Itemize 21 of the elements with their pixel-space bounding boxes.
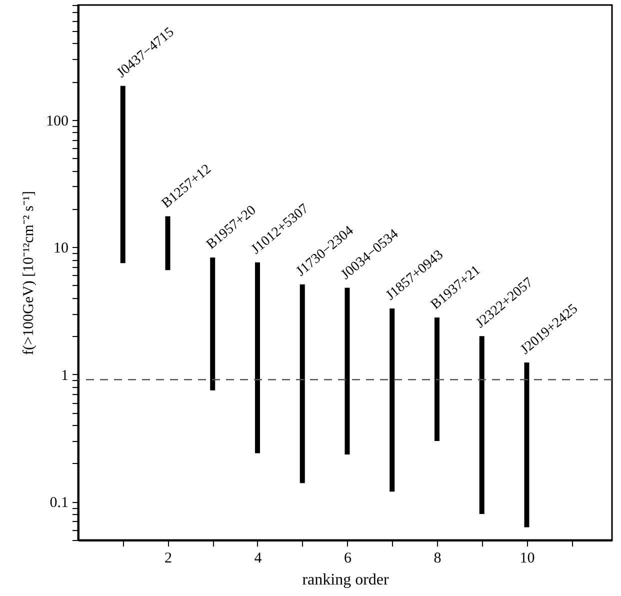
bar: [120, 86, 126, 264]
bar: [390, 308, 395, 492]
bar: [210, 257, 216, 390]
bar: [524, 362, 530, 528]
y-axis-title: f(>100GeV) [10⁻¹²cm⁻² s⁻¹]: [21, 191, 37, 355]
x-tick-label: 8: [434, 550, 442, 566]
x-tick-label: 6: [344, 550, 352, 566]
y-tick-label: 1: [61, 368, 68, 384]
bar: [165, 216, 170, 270]
bar: [344, 288, 350, 454]
y-tick-label: 100: [46, 113, 68, 130]
y-tick-label: 10: [54, 240, 68, 257]
x-tick-label: 4: [254, 550, 262, 566]
x-tick-label: 2: [164, 550, 172, 566]
bar: [434, 318, 440, 441]
y-tick-label: 0.1: [50, 495, 68, 512]
bar: [300, 284, 305, 484]
bar: [254, 262, 260, 454]
x-tick-label: 10: [520, 550, 535, 566]
bar: [479, 336, 484, 514]
x-axis-title: ranking order: [302, 572, 390, 588]
